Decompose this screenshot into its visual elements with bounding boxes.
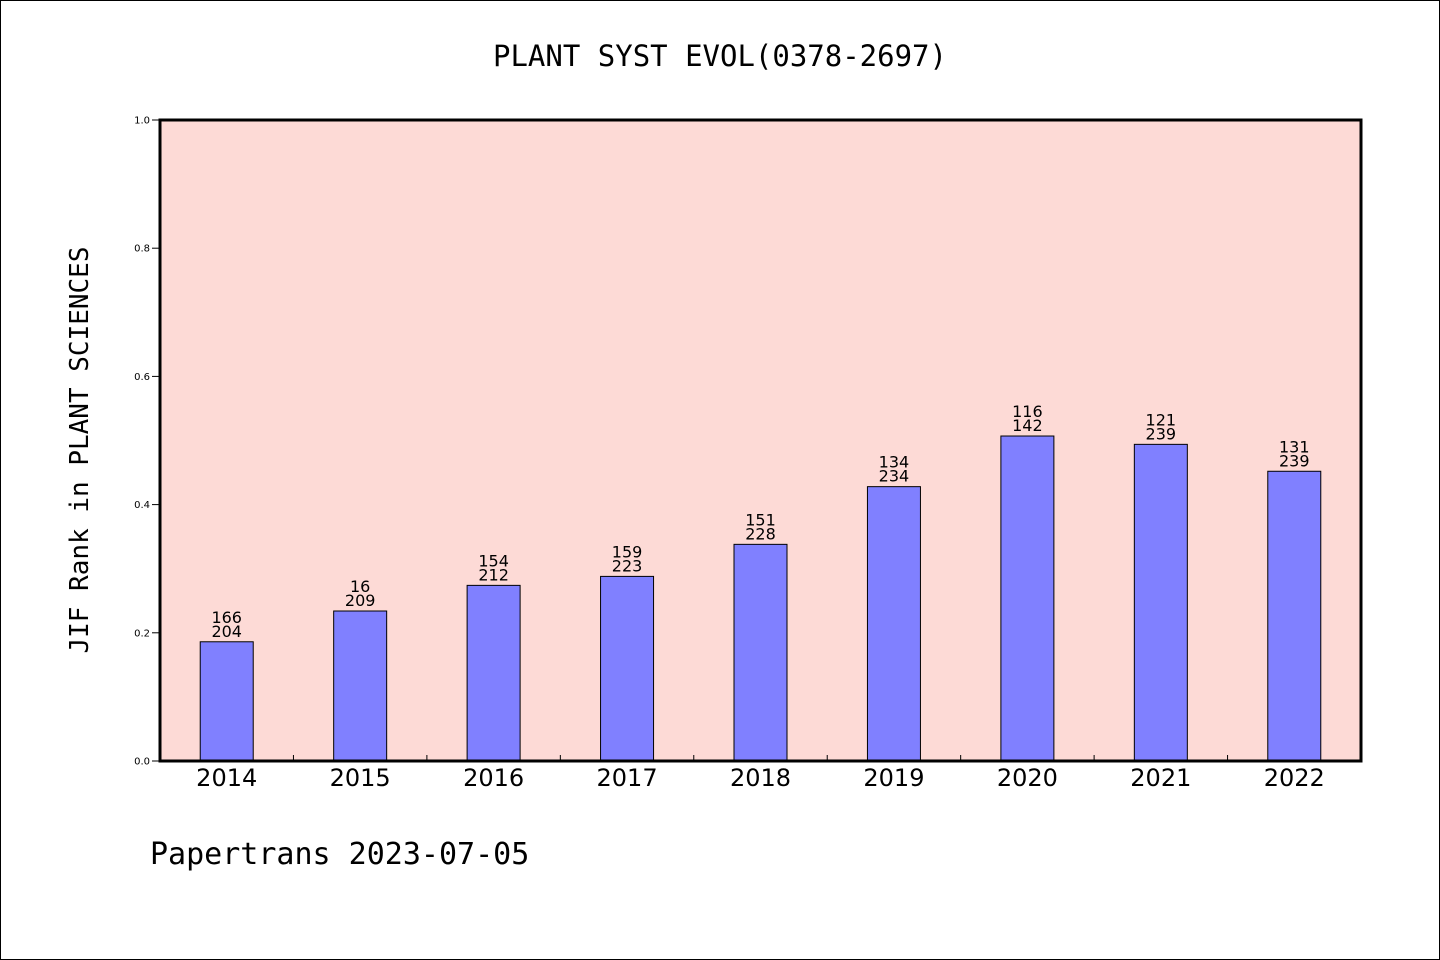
- bar-rank-label-2014: 166: [211, 608, 242, 627]
- x-tick-label-2017: 2017: [597, 764, 658, 792]
- bar-total-label-2014: 204: [211, 622, 242, 641]
- bar-total-label-2017: 223: [612, 556, 643, 575]
- x-tick-label-2018: 2018: [730, 764, 791, 792]
- bar-2021: [1133, 443, 1188, 762]
- bar-2018: [733, 543, 788, 762]
- x-axis: 2014 2015 2016 2017 2018 2019 2020 2021 2022: [196, 755, 1325, 792]
- bar-2020: [1000, 435, 1055, 762]
- bar-2017: [600, 575, 655, 762]
- y-tick-label-0.6: 0.6: [134, 372, 150, 383]
- bar-rank-label-2018: 151: [745, 510, 776, 529]
- x-tick-label-2022: 2022: [1264, 764, 1325, 792]
- bar-total-label-2019: 234: [879, 467, 910, 486]
- bar-rank-label-2016: 154: [478, 551, 509, 570]
- bar-total-label-2015: 209: [345, 591, 376, 610]
- y-tick-label-0.0: 0.0: [134, 757, 150, 768]
- y-axis: 0.0 0.2 0.4 0.6 0.8 1.0: [134, 116, 160, 768]
- bar-rank-label-2019: 134: [879, 453, 910, 472]
- x-tick-label-2019: 2019: [863, 764, 924, 792]
- bar-rank-label-2017: 159: [612, 542, 643, 561]
- chart-title: PLANT SYST EVOL(0378-2697): [493, 39, 947, 73]
- y-axis-label: JIF Rank in PLANT SCIENCES: [65, 247, 95, 654]
- x-tick-label-2016: 2016: [463, 764, 524, 792]
- bar-total-label-2016: 212: [478, 565, 509, 584]
- y-tick-label-1.0: 1.0: [134, 116, 150, 127]
- x-tick-label-2014: 2014: [196, 764, 257, 792]
- bar-rank-label-2015: 16: [350, 577, 370, 596]
- bar-total-label-2022: 239: [1279, 451, 1310, 470]
- x-tick-label-2020: 2020: [997, 764, 1058, 792]
- bar-2015: [333, 610, 388, 762]
- bar-2019: [866, 486, 921, 762]
- bar-2014: [199, 641, 254, 762]
- y-tick-label-0.2: 0.2: [134, 628, 150, 639]
- bar-total-label-2018: 228: [745, 524, 776, 543]
- bar-rank-label-2021: 121: [1146, 410, 1177, 429]
- x-tick-label-2021: 2021: [1130, 764, 1191, 792]
- bar-total-label-2021: 239: [1146, 424, 1177, 443]
- bar-rank-label-2020: 116: [1012, 402, 1043, 421]
- bar-2016: [466, 584, 521, 762]
- bar-2022: [1267, 470, 1322, 762]
- bars-layer: [199, 435, 1322, 762]
- y-tick-label-0.8: 0.8: [134, 244, 150, 255]
- plot-border: [158, 118, 1363, 763]
- bar-rank-label-2022: 131: [1279, 437, 1310, 456]
- y-tick-label-0.4: 0.4: [134, 500, 150, 511]
- footer-note: Papertrans 2023-07-05: [150, 837, 529, 872]
- bar-total-label-2020: 142: [1012, 416, 1043, 435]
- x-tick-label-2015: 2015: [330, 764, 391, 792]
